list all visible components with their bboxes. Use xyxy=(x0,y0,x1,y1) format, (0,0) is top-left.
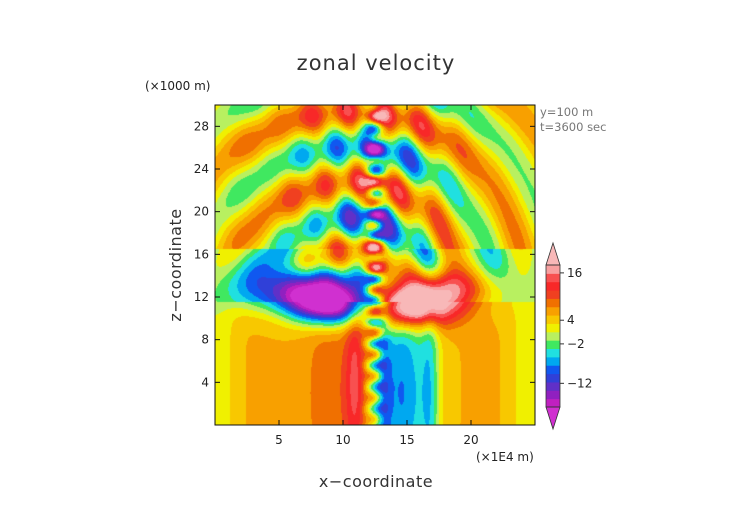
colorbar-under-arrow xyxy=(545,406,561,431)
y-tick-label: 8 xyxy=(201,333,209,347)
annotation-y: y=100 m xyxy=(540,105,593,119)
annotation-time: t=3600 sec xyxy=(540,120,606,134)
colorbar-tick-label: 16 xyxy=(567,266,582,280)
x-tick-label: 20 xyxy=(463,433,478,447)
colorbar-over-arrow xyxy=(545,241,561,266)
colorbar-swatch xyxy=(546,298,560,308)
colorbar-swatch xyxy=(546,290,560,299)
colorbar-frame xyxy=(545,264,561,408)
colorbar-swatch xyxy=(546,306,560,316)
colorbar-swatch xyxy=(546,273,560,283)
y-unit-label: (×1000 m) xyxy=(145,79,210,93)
y-tick-label: 28 xyxy=(194,119,209,133)
colorbar-swatch xyxy=(546,381,560,391)
colorbar-swatch xyxy=(546,331,560,341)
y-axis-label: z−coordinate xyxy=(166,208,185,321)
colorbar-swatch xyxy=(546,323,560,333)
y-tick-label: 4 xyxy=(201,375,209,389)
colorbar-swatch xyxy=(546,281,560,291)
y-tick-label: 16 xyxy=(194,247,209,261)
chart-title: zonal velocity xyxy=(297,51,456,75)
plot-area: 5 10 15 20 4 8 12 16 20 24 28 xyxy=(194,104,536,447)
colorbar-swatch xyxy=(546,356,560,366)
colorbar-swatch xyxy=(546,340,560,350)
y-tick-label: 24 xyxy=(194,162,209,176)
colorbar-swatch xyxy=(546,365,560,375)
colorbar-swatch xyxy=(546,390,560,400)
y-tick-label: 12 xyxy=(194,290,209,304)
colorbar-swatch xyxy=(546,265,560,274)
x-tick-label: 5 xyxy=(275,433,283,447)
x-tick-label: 15 xyxy=(399,433,414,447)
colorbar-tick-label: −12 xyxy=(567,376,592,390)
x-ticks: 5 10 15 20 xyxy=(275,105,479,447)
colorbar-swatch xyxy=(546,398,560,408)
y-ticks: 4 8 12 16 20 24 28 xyxy=(194,119,535,389)
colorbar-swatch xyxy=(546,348,560,358)
plot-frame xyxy=(214,104,536,426)
velocity-field xyxy=(215,105,535,425)
colorbar: 16 4 −2 −12 xyxy=(545,241,592,431)
colorbar-swatch xyxy=(546,373,560,383)
x-axis-label: x−coordinate xyxy=(319,472,433,491)
y-tick-label: 20 xyxy=(194,205,209,219)
colorbar-tick-label: 4 xyxy=(567,313,575,327)
x-tick-label: 10 xyxy=(335,433,350,447)
x-unit-label: (×1E4 m) xyxy=(476,450,534,464)
colorbar-swatch xyxy=(546,315,560,324)
colorbar-tick-label: −2 xyxy=(567,337,585,351)
